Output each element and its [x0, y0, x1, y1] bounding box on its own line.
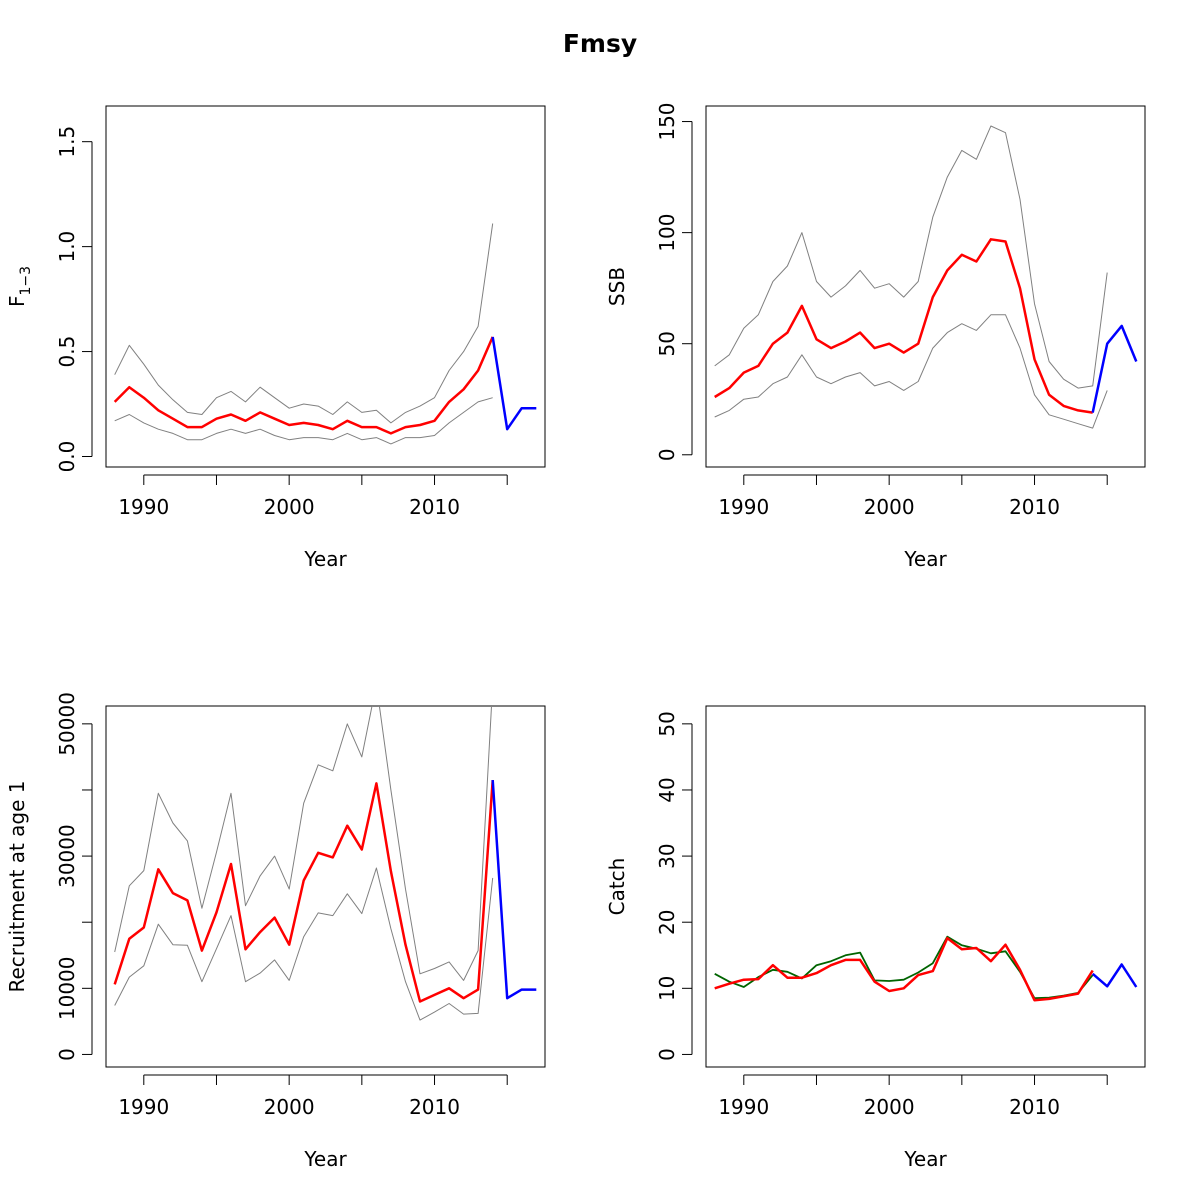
y-axis-label: SSB — [605, 267, 629, 306]
panel-catch: 1990 2000 2010 0 10 20 30 40 50 Year Catch — [605, 705, 1146, 1171]
y-tick-label: 0.5 — [55, 336, 79, 368]
series-group — [714, 125, 1138, 429]
y-tick-label: 0 — [655, 1048, 679, 1061]
series-line-upper — [714, 125, 1108, 389]
series-line-lower — [714, 314, 1108, 429]
y-tick-label: 40 — [655, 777, 679, 802]
plot-frame — [705, 105, 1146, 468]
y-tick-label: 50 — [655, 711, 679, 736]
x-tick-label: 1990 — [718, 495, 769, 519]
plot-frame — [105, 705, 546, 1068]
y-tick-label: 10 — [655, 976, 679, 1001]
series-line-estimate — [113, 780, 494, 1003]
y-tick-label: 30000 — [55, 824, 79, 888]
y-axis-label-main: F — [5, 296, 29, 308]
y-axis-label-subscript: 1−3 — [18, 266, 34, 296]
x-tick-label: 2000 — [264, 495, 315, 519]
series-line-lower — [114, 397, 493, 445]
x-tick-label: 2010 — [1009, 1095, 1060, 1119]
series-line-forecast — [491, 336, 537, 431]
panel-recruitment: 1990 2000 2010 0 10000 30000 50000 Year Recruitm… — [5, 692, 546, 1171]
panel-ssb: 1990 2000 2010 0 50 100 150 Year SSB — [605, 102, 1146, 571]
x-axis-label: Year — [303, 1147, 347, 1171]
y-tick-label: 30 — [655, 843, 679, 868]
y-tick-label: 100 — [655, 214, 679, 252]
y-tick-label: 150 — [655, 102, 679, 140]
y-axis-label-main: SSB — [605, 267, 629, 306]
y-axis-label: Recruitment at age 1 — [5, 780, 29, 992]
series-line-upper — [114, 223, 494, 424]
series-line-estimate — [113, 336, 494, 435]
y-axis-label: Catch — [605, 858, 629, 916]
series-line-forecast — [491, 780, 537, 1000]
y-tick-label: 10000 — [55, 957, 79, 1021]
x-axis-label: Year — [903, 547, 947, 571]
y-axis-label-main: Recruitment at age 1 — [5, 780, 29, 992]
y-tick-label: 0 — [655, 448, 679, 461]
x-axis-label: Year — [303, 547, 347, 571]
series-line-forecast — [1091, 963, 1138, 988]
x-tick-label: 2000 — [864, 495, 915, 519]
y-tick-label: 1.0 — [55, 231, 79, 263]
panel-f13: 1990 2000 2010 0.0 0.5 1.0 1.5 Year F1−3 — [5, 105, 546, 571]
x-tick-label: 2000 — [264, 1095, 315, 1119]
x-tick-label: 2000 — [864, 1095, 915, 1119]
y-tick-label: 50000 — [55, 692, 79, 756]
y-axis-label-main: Catch — [605, 858, 629, 916]
series-line-estimate — [714, 936, 1094, 1002]
x-tick-label: 2010 — [409, 495, 460, 519]
x-tick-label: 1990 — [118, 495, 169, 519]
y-axis-label: F1−3 — [5, 266, 34, 307]
y-tick-label: 1.5 — [55, 126, 79, 158]
y-tick-label: 20 — [655, 909, 679, 934]
series-line-forecast — [1091, 324, 1138, 413]
series-group — [714, 935, 1138, 1002]
plot-frame — [705, 705, 1146, 1068]
plot-frame — [105, 105, 546, 468]
x-tick-label: 2010 — [409, 1095, 460, 1119]
x-axis-label: Year — [903, 1147, 947, 1171]
main-title: Fmsy — [563, 29, 637, 58]
series-line-estimate — [714, 238, 1093, 414]
series-line-upper — [114, 706, 493, 981]
y-tick-label: 0.0 — [55, 441, 79, 473]
x-tick-label: 1990 — [718, 1095, 769, 1119]
y-tick-label: 50 — [655, 331, 679, 356]
x-tick-label: 2010 — [1009, 495, 1060, 519]
series-group — [113, 223, 537, 445]
series-line-lower — [114, 867, 494, 1021]
y-tick-label: 0 — [55, 1048, 79, 1061]
x-tick-label: 1990 — [118, 1095, 169, 1119]
series-group — [113, 706, 537, 1021]
